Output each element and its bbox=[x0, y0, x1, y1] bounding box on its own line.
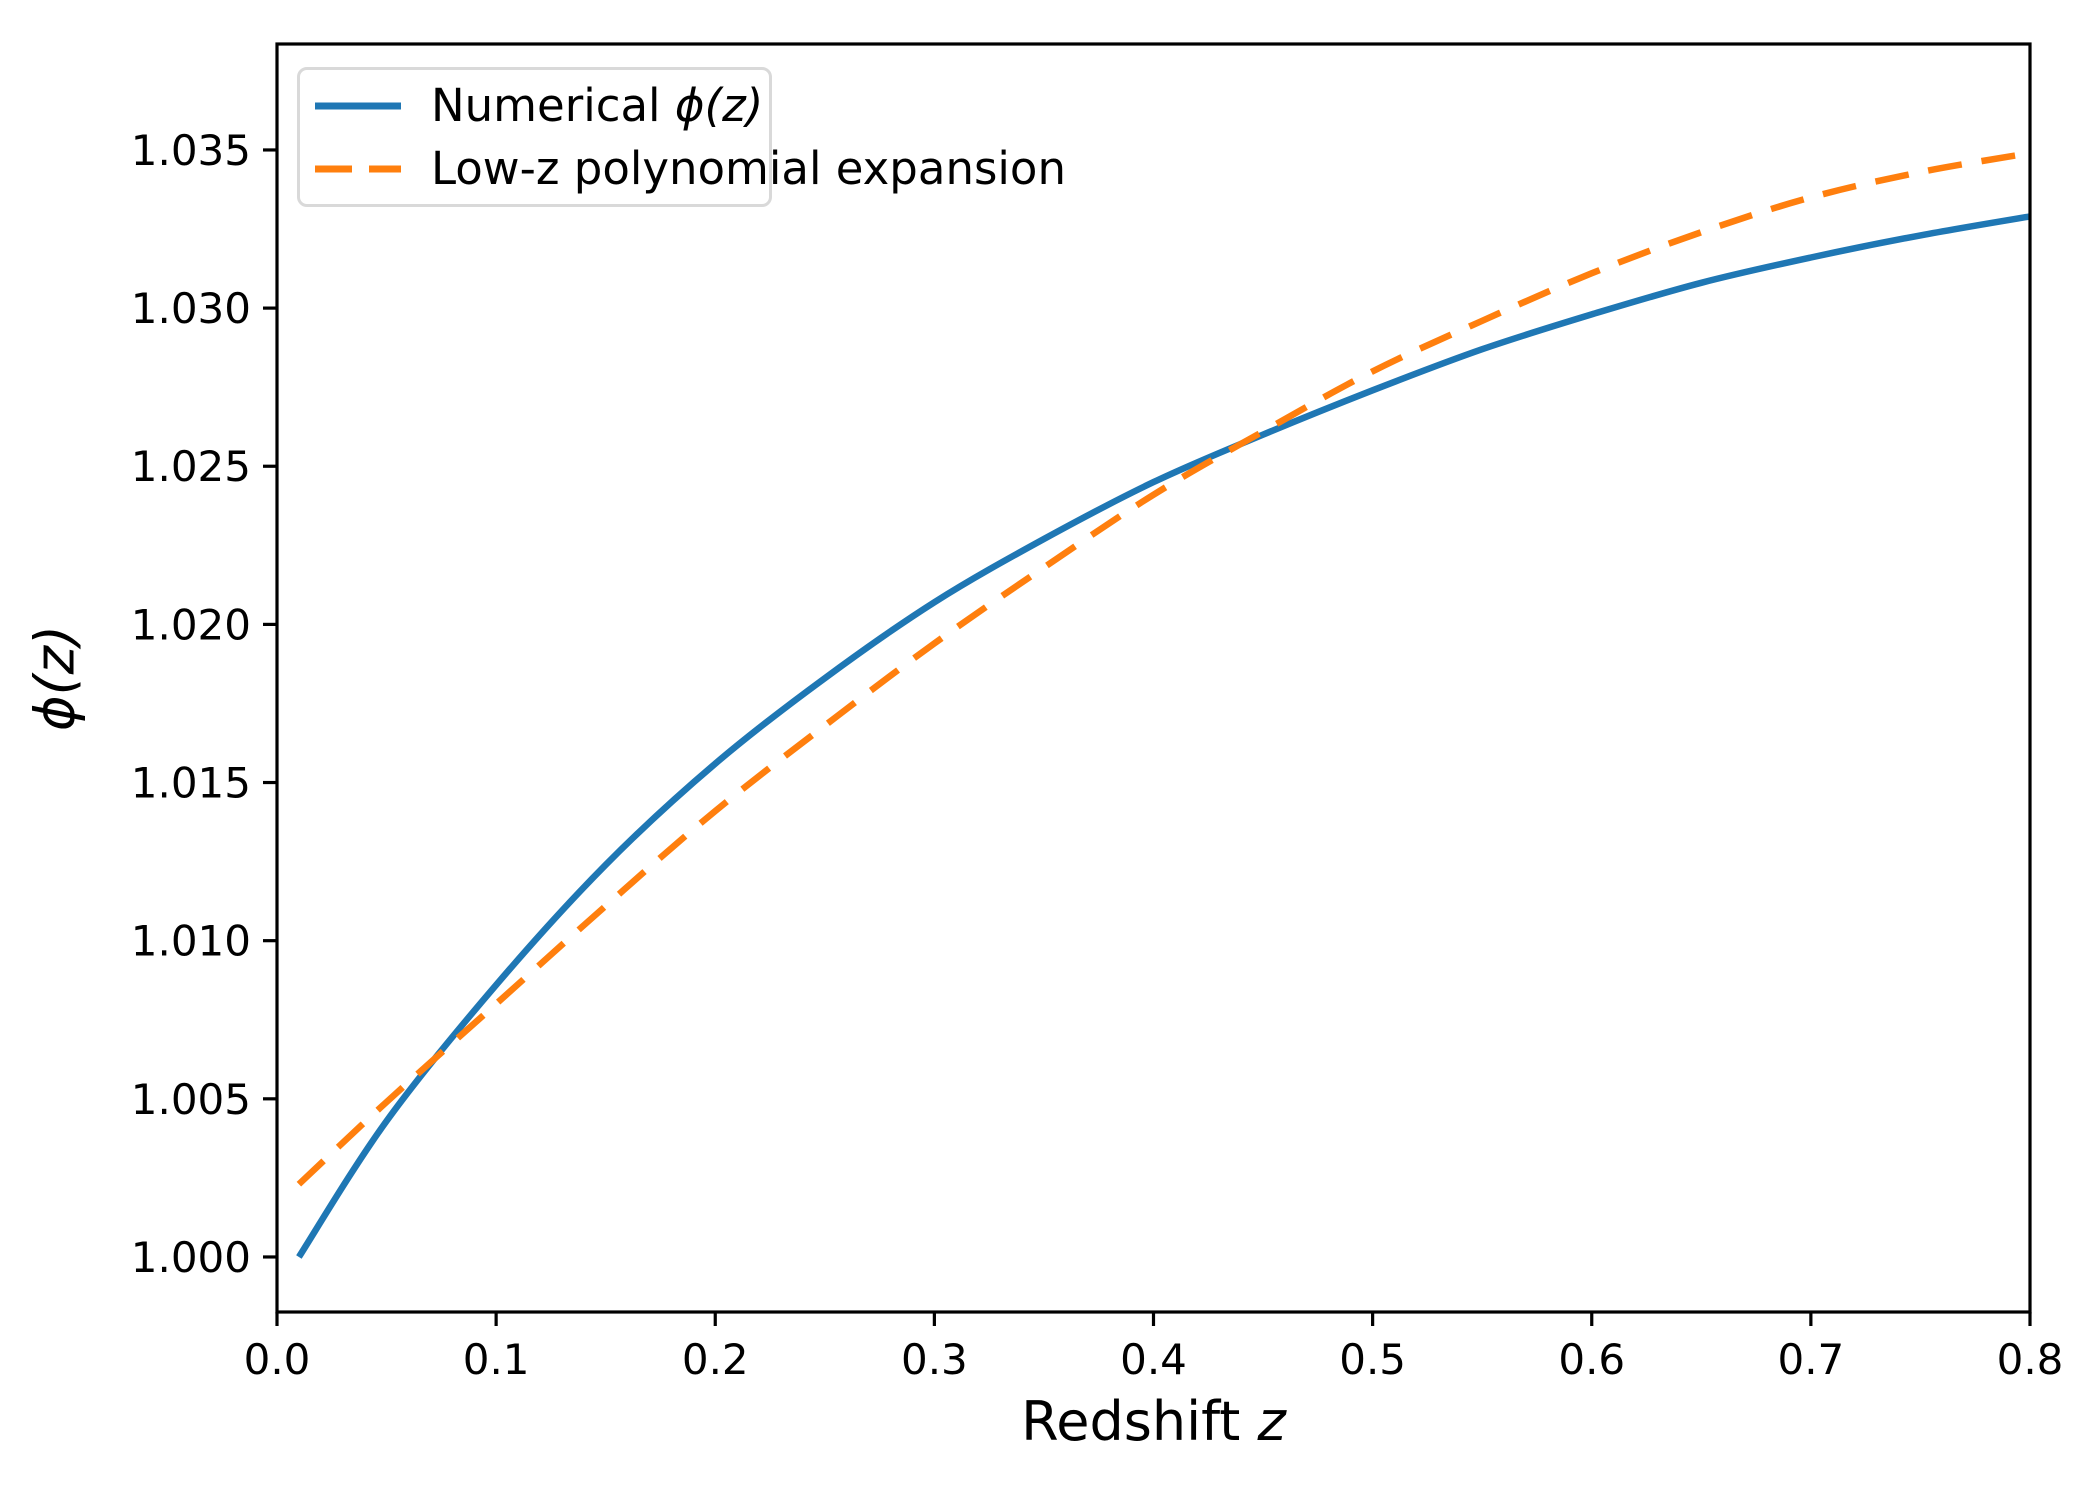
x-tick-label: 0.8 bbox=[1997, 1335, 2064, 1384]
x-tick-label: 0.4 bbox=[1120, 1335, 1187, 1384]
legend-label: Low-z polynomial expansion bbox=[431, 142, 1066, 195]
y-tick-label: 1.005 bbox=[131, 1075, 251, 1124]
y-tick-label: 1.020 bbox=[131, 600, 251, 649]
y-tick-label: 1.030 bbox=[131, 284, 251, 333]
curve-numerical-phi bbox=[296, 213, 2031, 1259]
y-tick-label: 1.000 bbox=[131, 1233, 251, 1282]
x-tick-label: 0.0 bbox=[244, 1335, 311, 1384]
y-tick-label: 1.010 bbox=[131, 917, 251, 966]
x-tick-label: 0.1 bbox=[463, 1335, 530, 1384]
x-tick-label: 0.2 bbox=[682, 1335, 749, 1384]
x-tick-label: 0.3 bbox=[901, 1335, 968, 1384]
solid-line-swatch-icon bbox=[315, 102, 401, 109]
y-tick-label: 1.025 bbox=[131, 442, 251, 491]
curve-lowz-polynomial bbox=[296, 149, 2031, 1187]
legend-label: Numerical ϕ(z) bbox=[431, 79, 764, 132]
legend-item-numerical: Numerical ϕ(z) bbox=[313, 74, 769, 137]
dashed-line-swatch-icon bbox=[315, 165, 401, 172]
x-tick-label: 0.7 bbox=[1777, 1335, 1844, 1384]
x-tick-label: 0.5 bbox=[1339, 1335, 1406, 1384]
legend: Numerical ϕ(z) Low-z polynomial expansio… bbox=[297, 67, 1066, 207]
legend-item-polynomial: Low-z polynomial expansion bbox=[313, 137, 1066, 200]
y-tick-label: 1.015 bbox=[131, 759, 251, 808]
axes-frame bbox=[275, 42, 2032, 1314]
y-tick-label: 1.035 bbox=[131, 126, 251, 175]
y-axis-label: ϕ(z) bbox=[23, 624, 87, 732]
x-tick-label: 0.6 bbox=[1558, 1335, 1625, 1384]
x-axis-label: Redshift z bbox=[1021, 1390, 1286, 1453]
